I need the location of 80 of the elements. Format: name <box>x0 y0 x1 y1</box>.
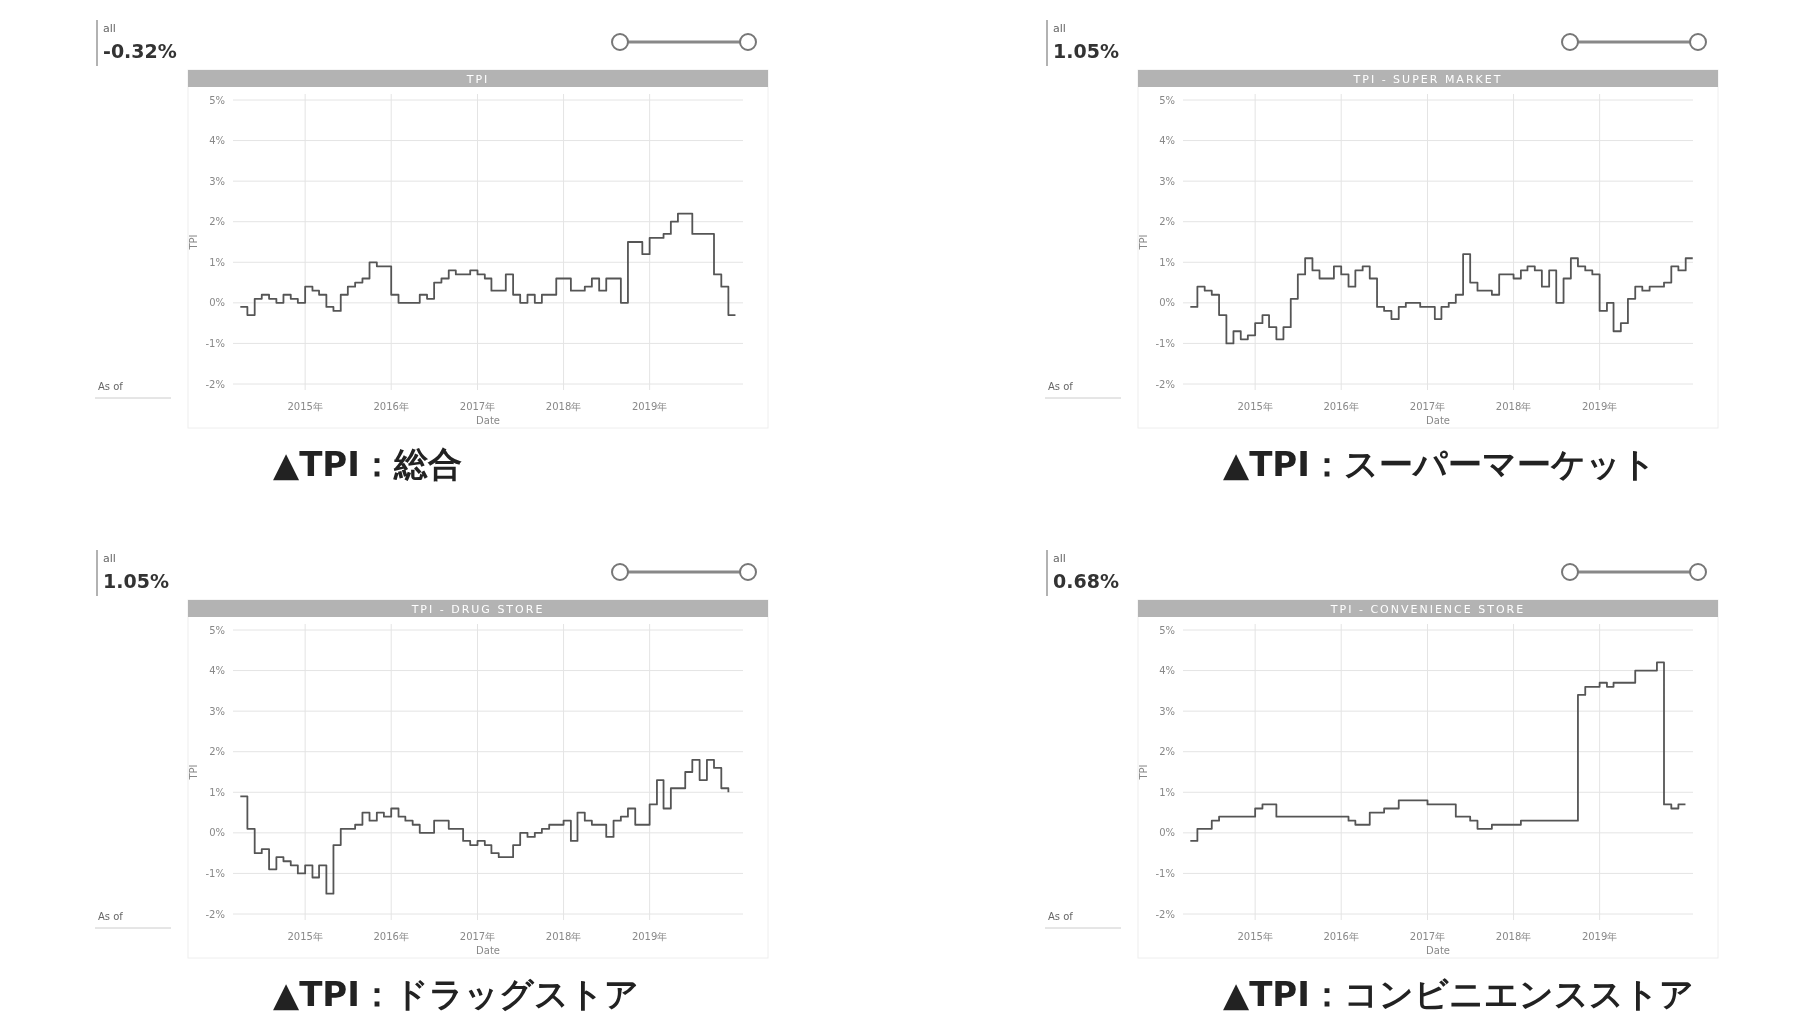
text: As of <box>1048 911 1074 922</box>
y-tick-label: 1% <box>209 786 225 798</box>
x-axis-title: Date <box>476 415 500 426</box>
x-tick-label: 2018年 <box>545 401 582 412</box>
y-tick-label: 4% <box>209 135 225 147</box>
y-tick-label: -2% <box>205 908 225 920</box>
text: ▲TPI：ドラッグストア <box>273 974 639 1014</box>
y-tick-label: 3% <box>1159 705 1175 717</box>
chart-title: TPI - DRUG STORE <box>410 603 545 616</box>
text: 0.68% <box>1053 570 1119 592</box>
y-tick-label: 5% <box>1159 94 1175 106</box>
y-tick-label: -2% <box>1155 908 1175 920</box>
y-axis-title: TPI <box>188 764 199 781</box>
x-tick-label: 2019年 <box>631 401 668 412</box>
x-tick-label: 2018年 <box>1495 401 1532 412</box>
x-tick-label: 2019年 <box>1581 931 1618 942</box>
text: 1.05% <box>1053 40 1119 62</box>
text: ▲TPI：スーパーマーケット <box>1223 444 1656 484</box>
x-axis-title: Date <box>1426 945 1450 956</box>
y-axis-title: TPI <box>1138 764 1149 781</box>
x-axis-title: Date <box>476 945 500 956</box>
x-tick-label: 2016年 <box>373 931 409 942</box>
text: -0.32% <box>103 40 177 62</box>
x-tick-label: 2015年 <box>1237 401 1273 412</box>
x-tick-label: 2017年 <box>1409 931 1446 942</box>
y-tick-label: 2% <box>1159 746 1175 758</box>
y-tick-label: -2% <box>205 378 225 390</box>
y-axis-title: TPI <box>188 234 199 251</box>
x-tick-label: 2016年 <box>1323 401 1359 412</box>
text: all <box>103 22 116 35</box>
y-tick-label: 4% <box>1159 135 1175 147</box>
text: As of <box>1048 381 1074 392</box>
x-tick-label: 2017年 <box>459 931 496 942</box>
y-tick-label: 5% <box>209 94 225 106</box>
y-tick-label: 3% <box>1159 175 1175 187</box>
y-tick-label: -1% <box>205 867 225 879</box>
y-tick-label: 5% <box>1159 624 1175 636</box>
x-tick-label: 2015年 <box>1237 931 1273 942</box>
y-tick-label: 1% <box>209 256 225 268</box>
x-tick-label: 2015年 <box>287 931 323 942</box>
x-tick-label: 2019年 <box>631 931 668 942</box>
x-tick-label: 2018年 <box>545 931 582 942</box>
y-tick-label: 1% <box>1159 786 1175 798</box>
y-tick-label: 3% <box>209 705 225 717</box>
y-tick-label: 0% <box>1159 297 1175 309</box>
text: all <box>103 552 116 565</box>
y-tick-label: -2% <box>1155 378 1175 390</box>
text: 1.05% <box>103 570 169 592</box>
y-tick-label: 2% <box>1159 216 1175 228</box>
y-tick-label: 2% <box>209 216 225 228</box>
text: ▲TPI：総合 <box>273 444 462 484</box>
y-tick-label: 1% <box>1159 256 1175 268</box>
x-tick-label: 2018年 <box>1495 931 1532 942</box>
y-tick-label: 5% <box>209 624 225 636</box>
x-axis-title: Date <box>1426 415 1450 426</box>
x-tick-label: 2017年 <box>1409 401 1446 412</box>
chart-title: TPI <box>465 73 490 86</box>
text: all <box>1053 22 1066 35</box>
x-tick-label: 2019年 <box>1581 401 1618 412</box>
y-tick-label: 3% <box>209 175 225 187</box>
y-tick-label: 2% <box>209 746 225 758</box>
text: As of <box>98 381 124 392</box>
x-tick-label: 2015年 <box>287 401 323 412</box>
x-tick-label: 2017年 <box>459 401 496 412</box>
y-tick-label: -1% <box>1155 337 1175 349</box>
y-tick-label: 0% <box>209 827 225 839</box>
y-tick-label: -1% <box>205 337 225 349</box>
y-axis-title: TPI <box>1138 234 1149 251</box>
y-tick-label: 0% <box>209 297 225 309</box>
y-tick-label: -1% <box>1155 867 1175 879</box>
y-tick-label: 4% <box>209 665 225 677</box>
text: As of <box>98 911 124 922</box>
y-tick-label: 0% <box>1159 827 1175 839</box>
x-tick-label: 2016年 <box>1323 931 1359 942</box>
x-tick-label: 2016年 <box>373 401 409 412</box>
text: ▲TPI：コンビニエンスストア <box>1223 974 1694 1014</box>
y-tick-label: 4% <box>1159 665 1175 677</box>
chart-title: TPI - CONVENIENCE STORE <box>1329 603 1526 616</box>
text: all <box>1053 552 1066 565</box>
chart-title: TPI - SUPER MARKET <box>1352 73 1503 86</box>
